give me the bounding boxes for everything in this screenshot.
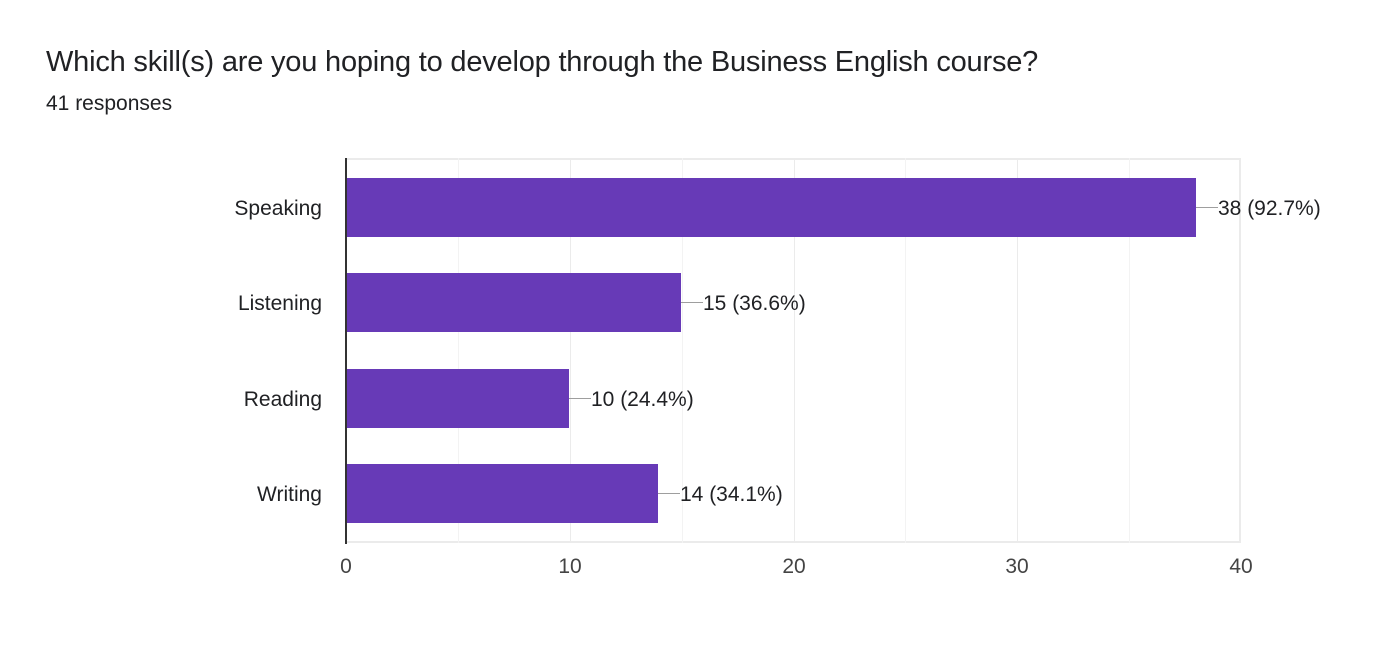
bar-writing[interactable] bbox=[347, 464, 658, 523]
x-tick-30: 30 bbox=[1005, 555, 1029, 578]
category-label-reading: Reading bbox=[243, 388, 322, 411]
gridline-10 bbox=[570, 158, 571, 543]
value-label-speaking: 38 (92.7%) bbox=[1218, 197, 1321, 220]
x-tick-20: 20 bbox=[782, 555, 806, 578]
value-label-reading: 10 (24.4%) bbox=[591, 388, 694, 411]
value-label-writing: 14 (34.1%) bbox=[680, 483, 783, 506]
gridline-5 bbox=[458, 158, 459, 543]
category-label-speaking: Speaking bbox=[234, 197, 322, 220]
leader-line-reading bbox=[569, 398, 591, 399]
bar-reading[interactable] bbox=[347, 369, 569, 428]
gridline-15 bbox=[682, 158, 683, 543]
response-count: 41 responses bbox=[46, 92, 173, 115]
x-tick-40: 40 bbox=[1229, 555, 1253, 578]
y-axis-line bbox=[345, 158, 347, 544]
value-label-listening: 15 (36.6%) bbox=[703, 292, 806, 315]
category-label-listening: Listening bbox=[237, 292, 322, 315]
bar-listening[interactable] bbox=[347, 273, 681, 332]
gridline-20 bbox=[794, 158, 795, 543]
leader-line-speaking bbox=[1196, 207, 1218, 208]
x-tick-0: 0 bbox=[340, 555, 352, 578]
gridline-30 bbox=[1017, 158, 1018, 543]
category-label-writing: Writing bbox=[257, 483, 322, 506]
bar-speaking[interactable] bbox=[347, 178, 1196, 237]
leader-line-writing bbox=[658, 493, 680, 494]
leader-line-listening bbox=[681, 302, 703, 303]
gridline-25 bbox=[905, 158, 906, 543]
chart-title: Which skill(s) are you hoping to develop… bbox=[46, 46, 1039, 78]
x-tick-10: 10 bbox=[558, 555, 582, 578]
gridline-35 bbox=[1129, 158, 1130, 543]
plot-area bbox=[346, 158, 1241, 543]
